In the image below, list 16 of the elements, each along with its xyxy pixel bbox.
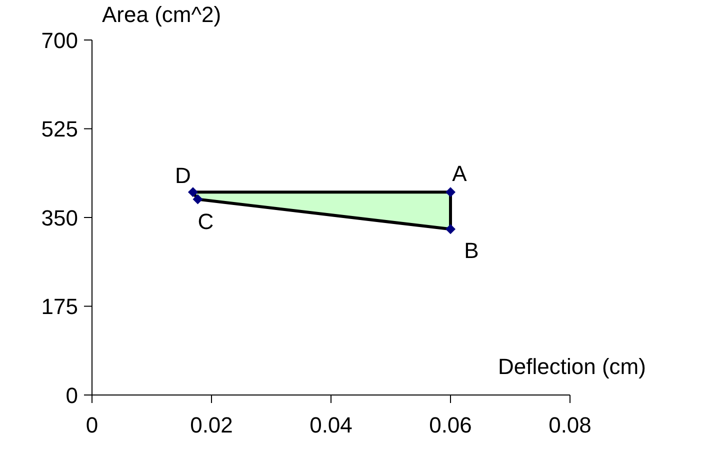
y-tick-label: 175 — [41, 294, 78, 320]
x-tick-label: 0.06 — [429, 412, 472, 438]
x-axis-title: Deflection (cm) — [498, 354, 646, 380]
annotation: D — [175, 163, 191, 188]
x-tick-label: 0 — [86, 412, 98, 438]
y-tick-label: 525 — [41, 116, 78, 142]
annotation: C — [198, 209, 214, 234]
annotation: B — [464, 238, 479, 264]
x-tick-label: 0.02 — [190, 412, 233, 438]
y-tick-label: 700 — [41, 28, 78, 53]
x-tick-label: 0.04 — [310, 412, 352, 438]
x-tick-label: 0.08 — [548, 412, 592, 438]
y-tick-label: 0 — [66, 382, 78, 408]
y-tick-label: 350 — [41, 205, 78, 230]
annotation: A — [452, 161, 468, 186]
y-axis-title: Area (cm^2) — [102, 2, 222, 28]
